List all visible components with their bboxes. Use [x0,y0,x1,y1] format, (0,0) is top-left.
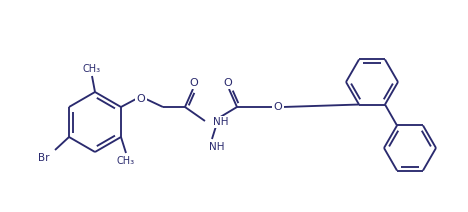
Text: NH: NH [213,117,228,127]
Text: O: O [224,78,232,88]
Text: O: O [274,102,282,112]
Text: Br: Br [38,153,50,163]
Text: NH: NH [209,142,225,152]
Text: O: O [137,94,146,104]
Text: CH₃: CH₃ [83,64,101,74]
Text: CH₃: CH₃ [117,156,135,166]
Text: O: O [190,78,198,88]
